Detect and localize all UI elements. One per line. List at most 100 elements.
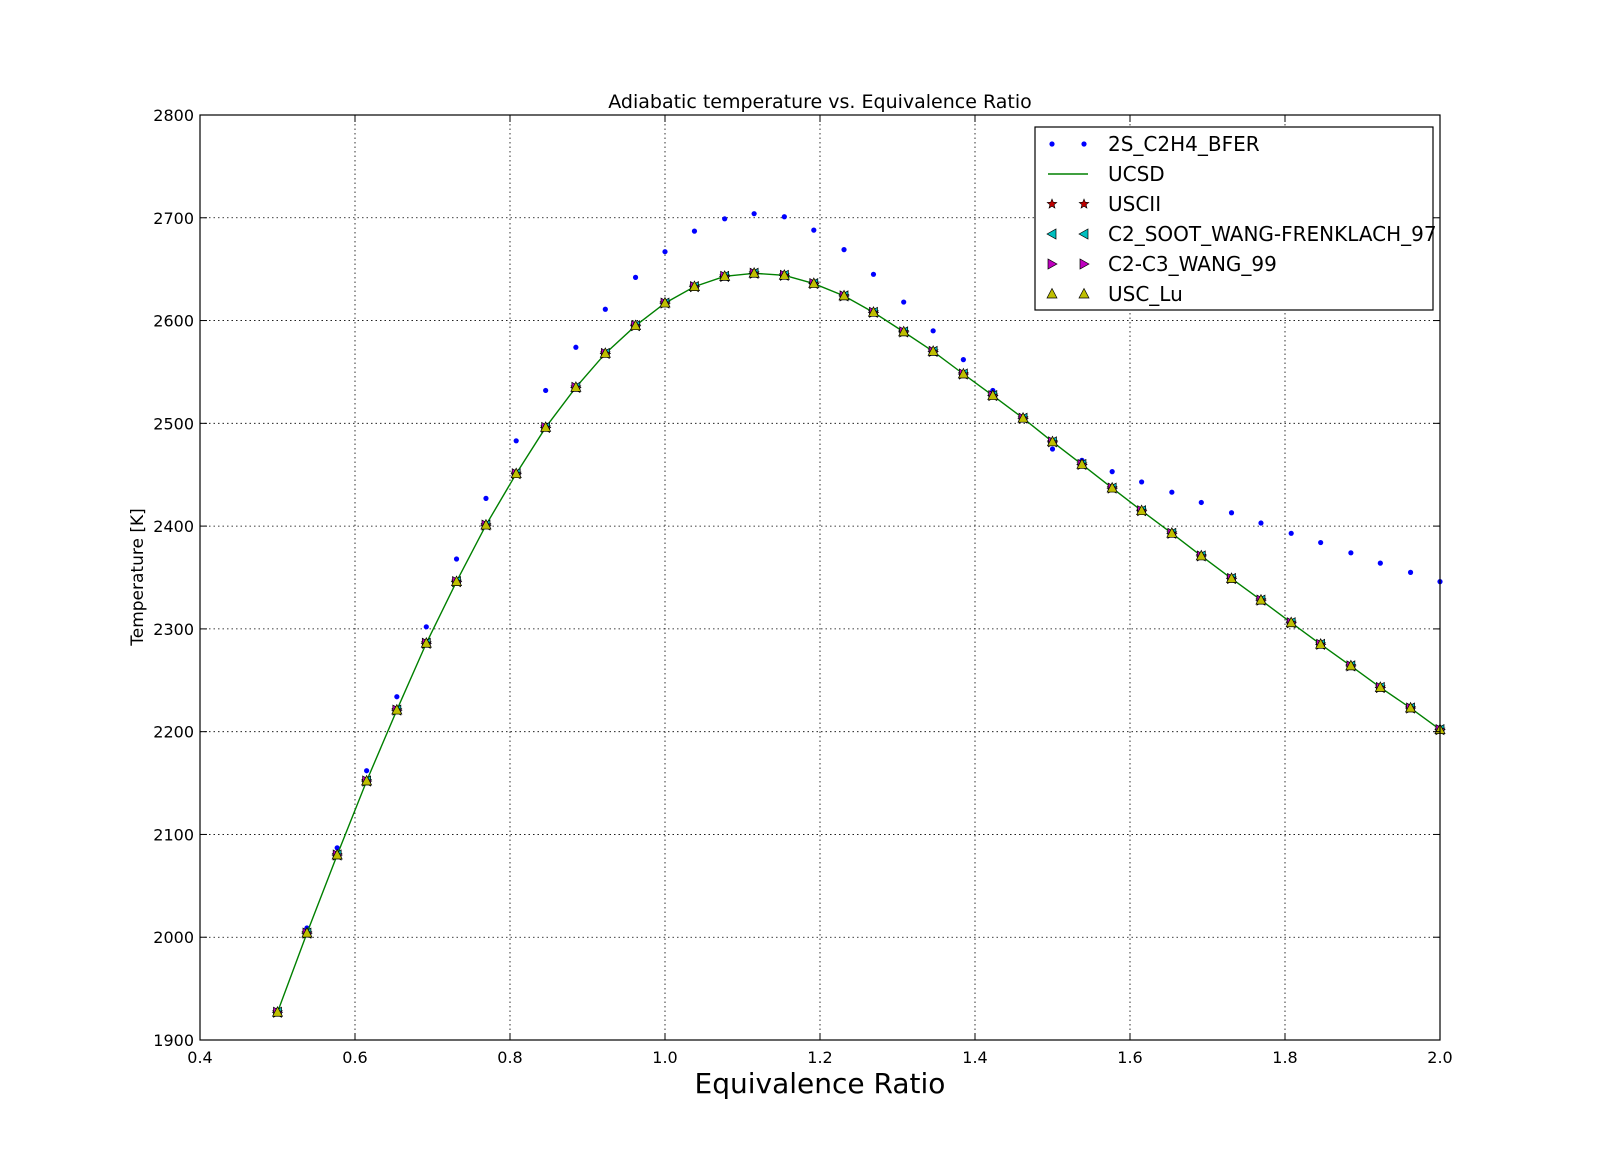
data-point [391,703,403,715]
legend-item: 2S_C2H4_BFER [1049,132,1260,156]
data-point [540,421,552,432]
data-point [1285,616,1297,628]
x-tick-label: 0.8 [497,1048,522,1067]
data-point [1228,510,1235,516]
data-point [1049,446,1056,452]
data-point [632,274,639,280]
data-point [331,848,343,860]
data-point [394,694,400,700]
data-point [450,575,463,586]
data-point [957,367,969,379]
data-point [781,214,787,220]
data-point [1318,539,1324,546]
data-point [570,381,582,392]
data-point [543,387,549,394]
legend-frame [1034,126,1434,311]
series-layer [271,211,1446,1018]
data-point [1106,481,1118,493]
data-point [599,347,611,358]
data-point [1255,593,1267,605]
legend-item: USC_Lu [1046,282,1183,306]
legend-label: USC_Lu [1108,282,1183,306]
data-point [719,270,731,281]
x-tick-label: 0.6 [342,1048,367,1067]
legend-label: 2S_C2H4_BFER [1108,132,1260,156]
data-point [898,325,910,337]
data-point [1258,520,1264,526]
data-point [1109,469,1115,475]
data-point [901,299,907,305]
legend-item: C2-C3_WANG_99 [1047,252,1277,276]
y-tick-label: 2200 [153,723,194,742]
data-point [1348,550,1354,556]
y-tick-label: 2500 [153,414,194,433]
legend-item: C2_SOOT_WANG-FRENKLACH_97 [1046,222,1437,246]
data-point [1139,479,1145,485]
data-point [662,249,668,255]
data-point [573,344,579,350]
series-line [276,272,1441,1013]
legend-marker [1046,198,1058,209]
data-point [1166,527,1178,538]
legend-marker [1078,198,1090,209]
data-point [1046,435,1059,447]
legend-marker [1049,141,1055,147]
y-tick-label: 2400 [153,517,194,536]
data-point [510,467,522,479]
legend: 2S_C2H4_BFER UCSD USCII C2_SOOT_WANG-FRENKL… [1034,126,1437,311]
series-UCSD [276,272,1441,1013]
y-tick-label: 2700 [153,209,194,228]
data-point [808,277,820,288]
data-point [1198,499,1204,506]
chart-title: Adiabatic temperature vs. Equivalence Ra… [608,91,1032,113]
data-point [960,357,966,363]
data-point [1169,489,1175,495]
data-point [927,345,939,356]
x-tick-label: 1.6 [1117,1048,1142,1067]
data-point [271,1005,284,1017]
y-tick-label: 2100 [153,825,194,844]
legend-label: C2-C3_WANG_99 [1108,252,1277,276]
data-point [688,280,701,291]
x-tick-label: 1.8 [1272,1048,1297,1067]
data-point [867,306,880,317]
y-axis-label: Temperature [K] [128,508,148,647]
data-point [838,289,850,301]
data-point [480,518,492,530]
series-USC_Lu [271,267,1446,1017]
data-point [1315,638,1327,649]
legend-label: USCII [1108,192,1161,216]
data-point [629,319,642,331]
data-point [1345,659,1357,671]
data-point [1288,530,1294,536]
data-point [1407,569,1414,575]
x-tick-label: 1.0 [652,1048,677,1067]
data-point [1404,701,1417,713]
legend-label: C2_SOOT_WANG-FRENKLACH_97 [1108,222,1437,246]
data-point [1195,549,1207,561]
data-point [513,438,519,444]
data-point [751,211,757,217]
legend-marker [1047,258,1058,270]
x-tick-label: 1.2 [807,1048,832,1067]
data-point [423,624,429,630]
x-tick-label: 0.4 [187,1048,212,1067]
data-point [602,306,608,312]
data-point [691,228,698,234]
data-point [722,216,728,222]
data-point [334,845,340,851]
x-axis-label: Equivalence Ratio [695,1067,946,1100]
data-point [1017,411,1029,423]
legend-marker [1046,228,1057,240]
data-point [301,926,313,938]
data-point [1225,572,1238,583]
data-point [1136,504,1148,516]
data-point [930,328,936,334]
data-point [361,774,373,786]
legend-label: UCSD [1108,162,1165,186]
data-point [420,637,432,648]
data-point [1374,681,1386,692]
data-point [364,768,370,774]
data-point [870,271,877,277]
